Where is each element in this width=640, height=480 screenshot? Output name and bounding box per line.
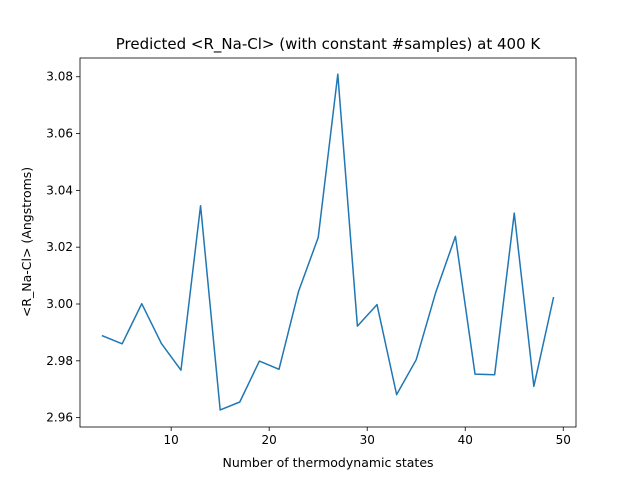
series-line-0 [101, 73, 555, 411]
y-tick-label: 2.96 [46, 411, 73, 425]
y-tick-label: 3.08 [46, 70, 73, 84]
x-axis-label: Number of thermodynamic states [222, 455, 433, 470]
x-tick-label: 30 [360, 433, 375, 447]
y-tick-label: 3.04 [46, 183, 73, 197]
x-tick-label: 50 [556, 433, 571, 447]
x-tick-label: 20 [262, 433, 277, 447]
x-tick-label: 40 [458, 433, 473, 447]
y-axis-label: <R_Na-Cl> (Angstroms) [19, 167, 34, 317]
y-tick-label: 2.98 [46, 354, 73, 368]
chart-title: Predicted <R_Na-Cl> (with constant #samp… [116, 35, 542, 54]
y-tick-label: 3.06 [46, 127, 73, 141]
y-tick-label: 3.00 [46, 297, 73, 311]
plot-area: 10 20 30 40 50 2.96 2.98 3.00 3.02 3.04 3.06 3.08 [46, 57, 577, 447]
axes-frame [79, 57, 577, 428]
x-tick-label: 10 [164, 433, 179, 447]
y-tick-label: 3.02 [46, 240, 73, 254]
